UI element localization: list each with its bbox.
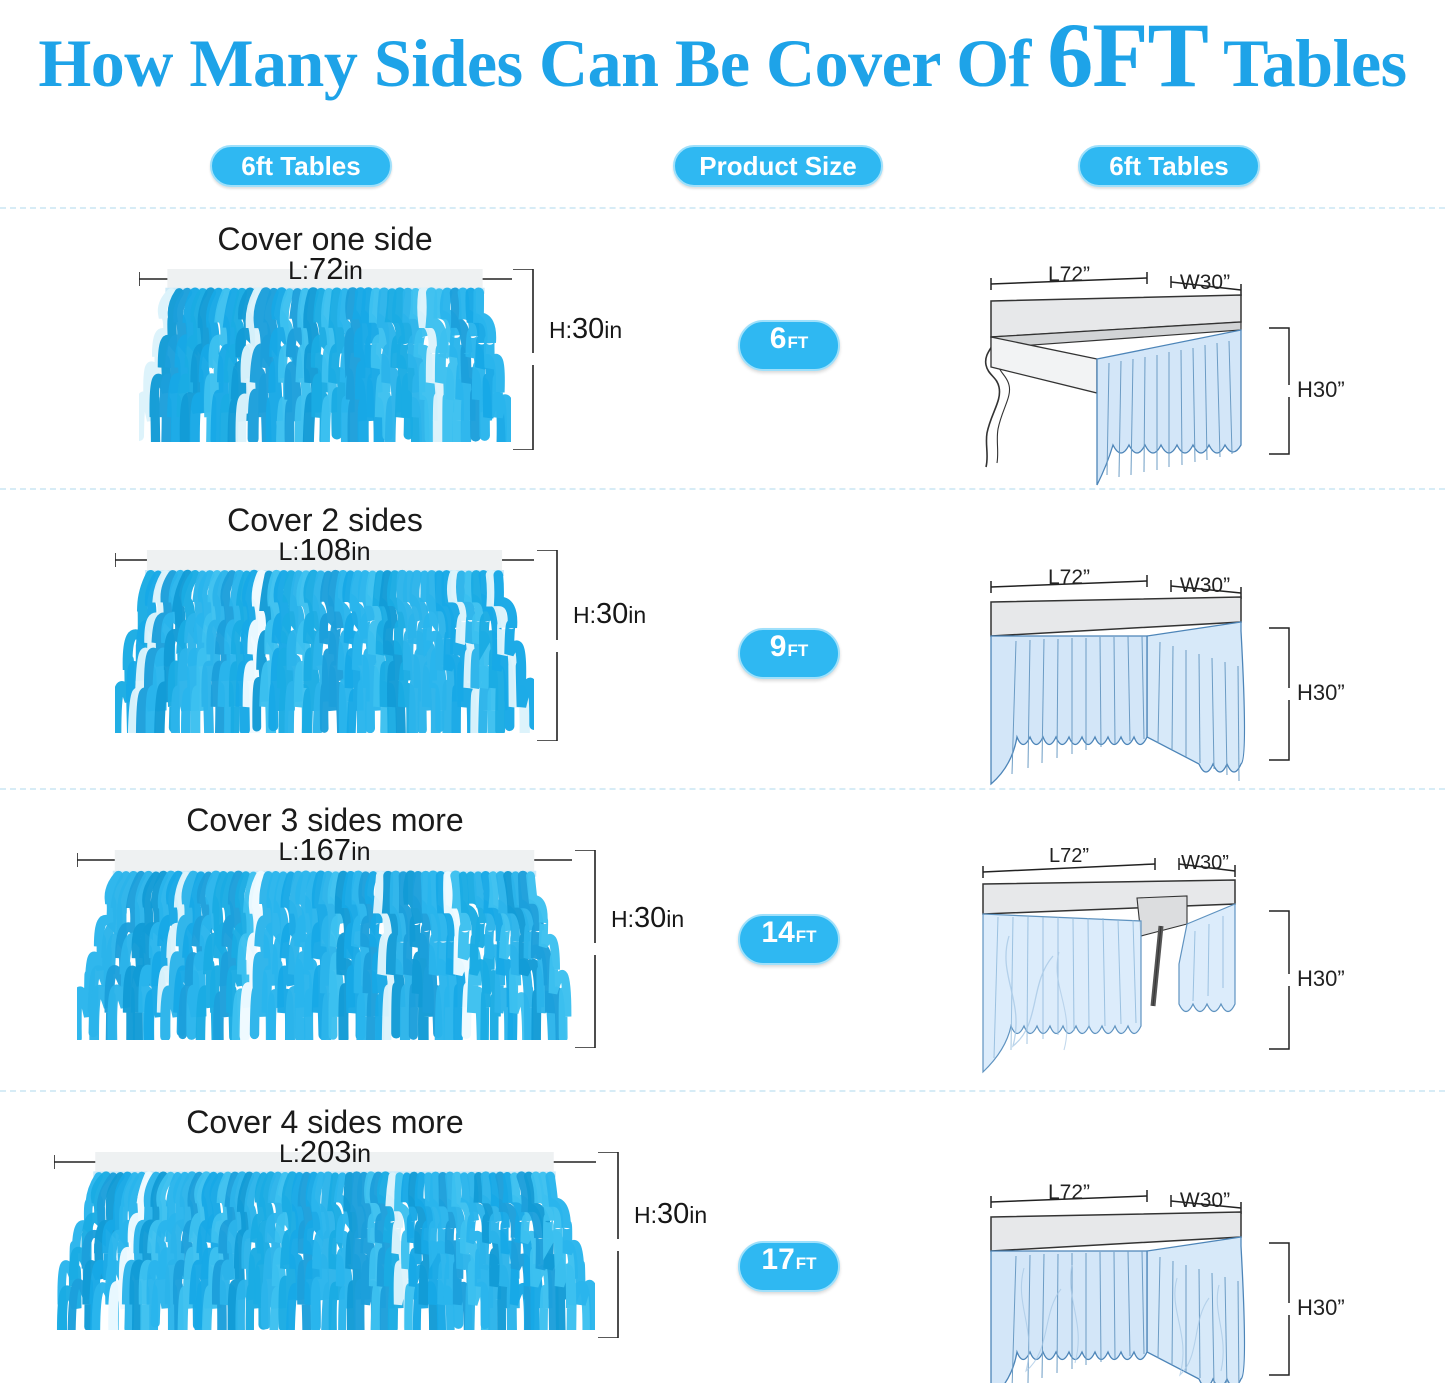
svg-text:W30”: W30” [1180,574,1230,597]
svg-text:W30”: W30” [1180,1189,1230,1212]
svg-text:W30”: W30” [1181,852,1229,874]
svg-text:H30”: H30” [1297,966,1345,991]
svg-text:L72”: L72” [1048,566,1090,589]
svg-text:H30”: H30” [1297,377,1345,402]
svg-text:L72”: L72” [1048,1181,1090,1204]
svg-text:H30”: H30” [1297,1295,1345,1320]
svg-text:L72”: L72” [1049,848,1089,867]
svg-text:H30”: H30” [1297,680,1345,705]
svg-text:L72”: L72” [1048,263,1090,286]
svg-text:W30”: W30” [1180,271,1230,294]
